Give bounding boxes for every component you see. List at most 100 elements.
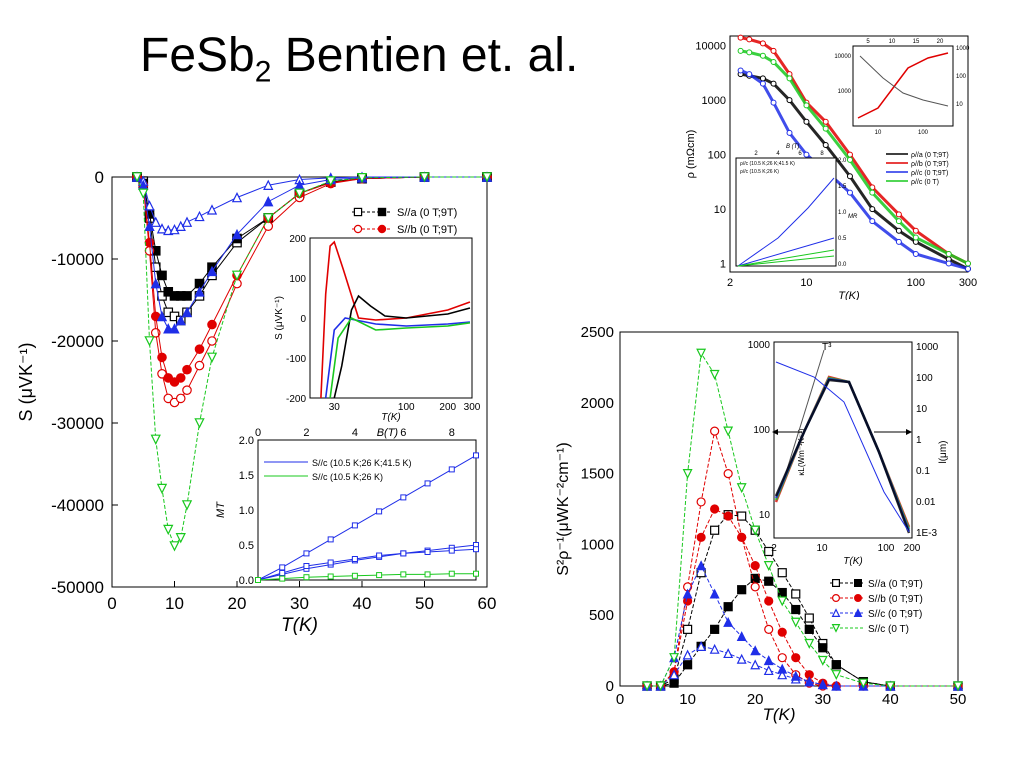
- data-point: [965, 265, 971, 272]
- data-point: [194, 360, 205, 371]
- data-point: [869, 218, 876, 225]
- data-point: [803, 102, 810, 109]
- inset-mr-y-tick-label: 2.0: [838, 158, 847, 164]
- inset-kappa-y2-tick-label: 1E-3: [916, 528, 938, 539]
- data-point: [786, 97, 793, 104]
- data-point: [169, 323, 180, 334]
- inset-mt-point: [351, 522, 358, 529]
- data-point: [696, 532, 706, 542]
- data-point: [832, 579, 841, 588]
- inset-mr-legend-label: ρ//c (10.5 K;26 K): [740, 169, 779, 175]
- data-point: [231, 191, 243, 203]
- data-point: [770, 80, 777, 87]
- data-point: [175, 533, 186, 544]
- inset-mr-legend-label: ρ//c (10.5 K;26 K;41.5 K): [740, 161, 795, 167]
- inset-kappa-curve: [774, 378, 911, 534]
- data-point: [263, 179, 274, 190]
- inset-top-x-tick-label: 15: [913, 39, 920, 45]
- data-point: [854, 594, 863, 603]
- data-point: [169, 541, 180, 552]
- legend-label: ρ//c (0 T): [911, 179, 939, 186]
- data-point: [803, 151, 810, 158]
- data-point: [682, 649, 693, 660]
- series-line: [136, 176, 487, 548]
- x-tick-label: 50: [415, 594, 434, 613]
- data-point: [791, 604, 801, 615]
- data-point: [777, 568, 787, 578]
- inset-mt-point: [400, 571, 407, 578]
- inset-kappa-y-tick-label: 10: [759, 510, 771, 521]
- inset-kappa-y2-tick-label: 1: [916, 435, 922, 446]
- data-point: [353, 224, 363, 234]
- arrow-left-head: [772, 429, 778, 435]
- inset-mt-point: [424, 571, 431, 578]
- inset-mt-point: [327, 559, 334, 566]
- inset-mt-point: [376, 572, 383, 579]
- inset-mt-x-tick-label: 0: [255, 427, 261, 439]
- data-point: [144, 237, 155, 248]
- inset-mt-line: [257, 573, 476, 581]
- inset-mt-legend-label: S//c (10.5 K;26 K;41.5 K): [312, 458, 412, 468]
- inset-y-tick-label: -100: [286, 354, 306, 365]
- data-point: [263, 213, 274, 224]
- data-point: [325, 176, 336, 187]
- data-point: [669, 669, 680, 680]
- inset-kappa-y2-tick-label: 0.1: [916, 466, 930, 477]
- inset-mt-point: [303, 563, 310, 569]
- inset-mr-x-tick-label: 4: [776, 151, 780, 157]
- data-point: [764, 596, 774, 606]
- data-point: [770, 99, 777, 106]
- data-point: [709, 369, 720, 380]
- data-point: [723, 616, 734, 627]
- inset-mt-point: [351, 556, 358, 562]
- data-point: [642, 681, 653, 692]
- x-tick-label: 100: [907, 277, 925, 289]
- data-point: [710, 426, 720, 436]
- data-point: [786, 129, 793, 136]
- inset-mt-line: [257, 544, 477, 581]
- data-point: [804, 624, 814, 634]
- inset-x-tick-label: 300: [464, 402, 481, 413]
- data-point: [945, 250, 952, 257]
- data-point: [723, 511, 733, 521]
- y-tick-label: 10000: [695, 41, 726, 53]
- data-point: [750, 645, 761, 656]
- data-point: [709, 643, 720, 654]
- legend-label: ρ//a (0 T;9T): [911, 152, 949, 159]
- data-point: [736, 653, 747, 664]
- data-point: [737, 585, 747, 595]
- inset-x-tick-label: 200: [439, 402, 456, 413]
- data-point: [846, 156, 853, 163]
- data-point: [682, 469, 693, 479]
- inset-y-tick-label: -200: [286, 394, 306, 405]
- y-tick-label: 1: [720, 259, 726, 271]
- inset-mr-y-tick-label: 0.5: [838, 236, 847, 242]
- data-point: [804, 676, 815, 687]
- data-point: [723, 426, 734, 437]
- x-tick-label: 0: [616, 691, 624, 708]
- inset-mt-point: [400, 494, 407, 501]
- data-point: [181, 306, 193, 318]
- legend-label: S//b (0 T;9T): [868, 594, 923, 605]
- data-point: [777, 627, 787, 637]
- inset-mt-point: [424, 549, 431, 555]
- inset-mr-line: [737, 255, 835, 267]
- data-point: [804, 638, 815, 649]
- inset-top-curve: [859, 55, 949, 107]
- inset-mt-y-tick-label: 0.5: [239, 540, 254, 552]
- data-point: [831, 608, 841, 617]
- data-point: [131, 172, 143, 183]
- data-point: [965, 260, 971, 267]
- data-point: [895, 238, 902, 245]
- inset-curve: [320, 240, 471, 399]
- data-point: [144, 336, 155, 347]
- inset-curve: [333, 294, 471, 399]
- x-tick-label: 20: [228, 594, 247, 613]
- data-point: [846, 173, 853, 180]
- data-point: [858, 678, 869, 689]
- data-point: [737, 511, 747, 521]
- x-tick-label: 30: [290, 594, 309, 613]
- y-tick-label: -30000: [51, 414, 104, 433]
- series-group: [131, 171, 493, 552]
- data-point: [831, 660, 841, 670]
